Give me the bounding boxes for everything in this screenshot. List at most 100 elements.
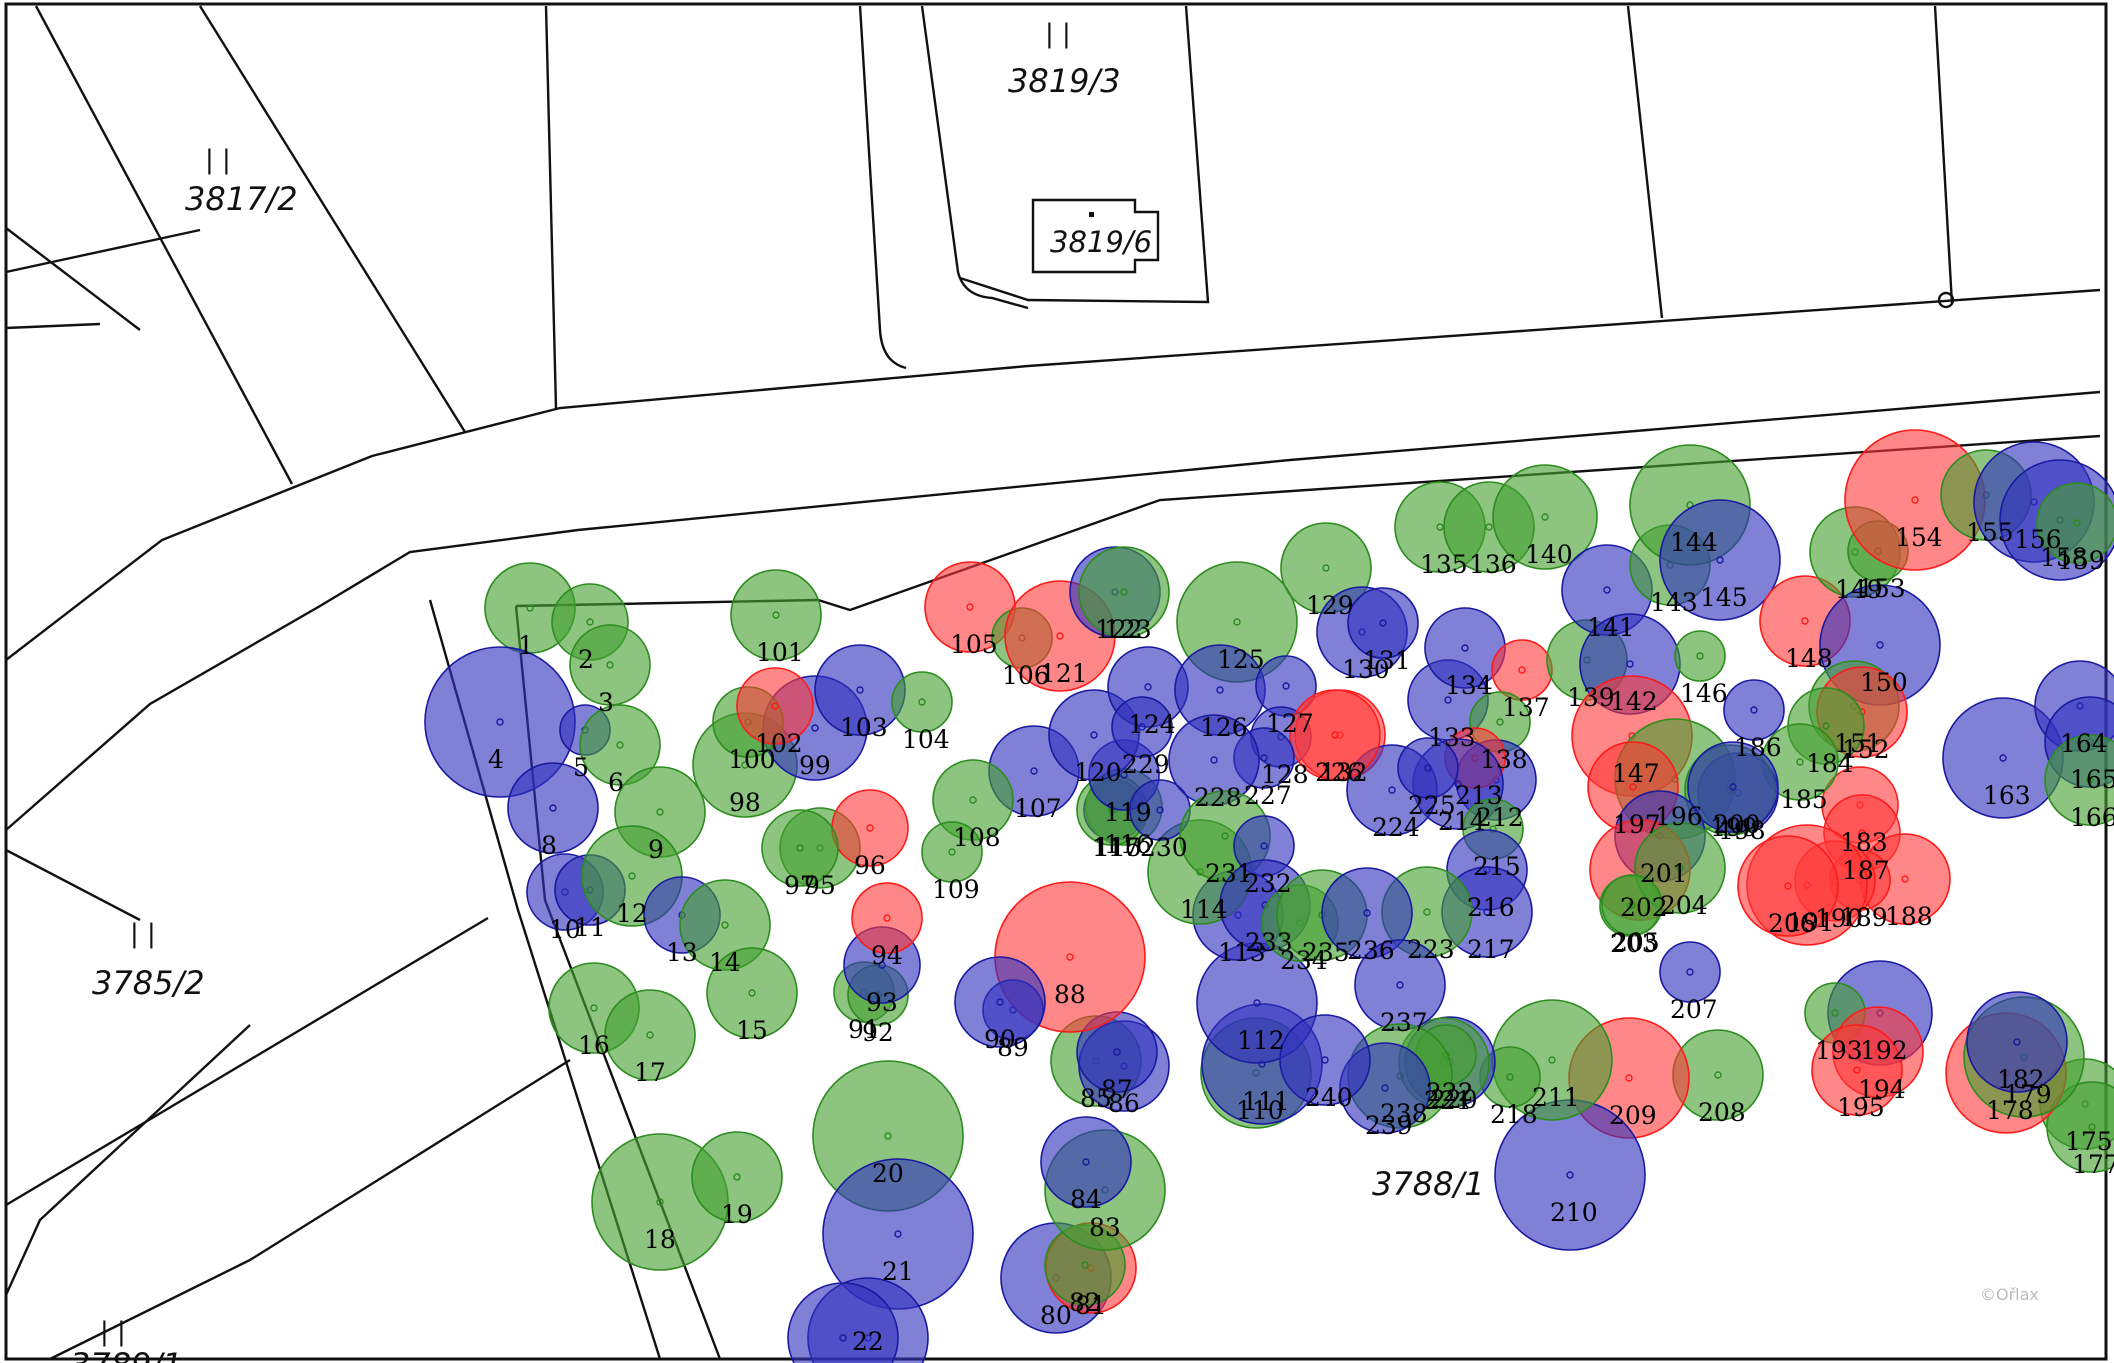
tree-crown[interactable] <box>1347 587 1419 659</box>
tree-number-label: 132 <box>1320 758 1368 787</box>
tree-canopy[interactable] <box>1966 991 2068 1093</box>
tree-number-label: 164 <box>2060 729 2108 758</box>
tree-canopy[interactable] <box>1397 737 1459 799</box>
parcel-label[interactable]: 3819/3 <box>1008 62 1121 100</box>
tree-point <box>1629 783 1637 791</box>
tree-crown[interactable] <box>1674 630 1726 682</box>
tree-crown[interactable] <box>2044 734 2114 826</box>
tree-canopy[interactable] <box>921 821 983 883</box>
tree-canopy[interactable] <box>2046 1081 2114 1173</box>
tree-crown[interactable] <box>1289 689 1381 781</box>
tree-canopy[interactable] <box>736 667 814 745</box>
tree-number-label: 21 <box>882 1257 914 1286</box>
tree-crown[interactable] <box>691 1131 783 1223</box>
tree-crown[interactable] <box>1492 464 1598 570</box>
tree-point <box>721 921 729 929</box>
tree-canopy[interactable] <box>569 624 651 706</box>
tree-canopy[interactable] <box>1279 1014 1371 1106</box>
tree-number-label: 85 <box>1080 1084 1112 1113</box>
tree-crown[interactable] <box>1078 546 1170 638</box>
building-outline[interactable] <box>1031 198 1160 274</box>
tree-point <box>586 618 594 626</box>
parcel-label[interactable]: 3789/1 <box>70 1346 183 1363</box>
tree-canopy[interactable] <box>1078 546 1170 638</box>
tree-crown[interactable] <box>2046 1081 2114 1173</box>
tree-crown[interactable] <box>604 989 696 1081</box>
tree-canopy[interactable] <box>1723 679 1785 741</box>
tree-number-label: 237 <box>1380 1008 1428 1037</box>
tree-canopy[interactable] <box>706 947 798 1039</box>
tree-point <box>1056 632 1064 640</box>
tree-canopy[interactable] <box>1659 499 1781 621</box>
tree-crown[interactable] <box>921 821 983 883</box>
tree-canopy[interactable] <box>851 882 923 954</box>
tree-crown[interactable] <box>1659 941 1721 1003</box>
tree-crown[interactable] <box>1397 737 1459 799</box>
tree-crown[interactable] <box>1723 679 1785 741</box>
tree-canopy[interactable] <box>787 1282 899 1363</box>
tree-crown[interactable] <box>2036 482 2114 564</box>
tree-number-label: 124 <box>1128 710 1176 739</box>
tree-crown[interactable] <box>1659 499 1781 621</box>
tree-point <box>1381 1084 1389 1092</box>
tree-canopy[interactable] <box>1687 741 1779 833</box>
tree-number-label: 135 <box>1420 550 1468 579</box>
tree-number-label: 228 <box>1194 783 1242 812</box>
tree-number-label: 96 <box>854 851 886 880</box>
tree-crown[interactable] <box>1687 741 1779 833</box>
tree-canopy[interactable] <box>2044 734 2114 826</box>
tree-canopy[interactable] <box>1492 464 1598 570</box>
tree-crown[interactable] <box>569 624 651 706</box>
tree-canopy[interactable] <box>954 956 1046 1048</box>
tree-number-label: 108 <box>953 823 1001 852</box>
tree-canopy[interactable] <box>730 569 822 661</box>
tree-crown[interactable] <box>1811 1024 1903 1116</box>
tree-canopy[interactable] <box>691 1131 783 1223</box>
tree-number-label: 2 <box>578 645 594 674</box>
tree-canopy[interactable] <box>761 809 839 887</box>
tree-crown[interactable] <box>761 809 839 887</box>
tree-crown[interactable] <box>1111 696 1173 758</box>
tree-canopy[interactable] <box>1674 630 1726 682</box>
tree-canopy[interactable] <box>1491 639 1553 701</box>
tree-number-label: 221 <box>1424 1086 1472 1115</box>
tree-canopy[interactable] <box>1811 1024 1903 1116</box>
tree-crown[interactable] <box>954 956 1046 1048</box>
tree-canopy[interactable] <box>1737 835 1839 937</box>
tree-crown[interactable] <box>787 1282 899 1363</box>
tree-canopy[interactable] <box>1111 696 1173 758</box>
tree-crown[interactable] <box>579 704 661 786</box>
parcel-label[interactable]: 3819/6 <box>1050 225 1152 259</box>
tree-crown[interactable] <box>507 762 599 854</box>
parcel-label[interactable]: 3817/2 <box>185 180 298 218</box>
tree-canopy[interactable] <box>579 704 661 786</box>
tree-crown[interactable] <box>891 671 953 733</box>
tree-number-label: 134 <box>1445 671 1493 700</box>
tree-crown[interactable] <box>1601 874 1663 936</box>
tree-crown[interactable] <box>706 947 798 1039</box>
tree-canopy[interactable] <box>1040 1116 1132 1208</box>
tree-crown[interactable] <box>736 667 814 745</box>
tree-crown[interactable] <box>1966 991 2068 1093</box>
tree-canopy[interactable] <box>2036 482 2114 564</box>
tree-canopy[interactable] <box>1601 874 1663 936</box>
tree-canopy[interactable] <box>891 671 953 733</box>
tree-crown[interactable] <box>1737 835 1839 937</box>
tree-crown[interactable] <box>1040 1116 1132 1208</box>
tree-crown[interactable] <box>851 882 923 954</box>
tree-point <box>496 718 504 726</box>
parcel-label[interactable]: 3788/1 <box>1372 1165 1485 1203</box>
tree-canopy[interactable] <box>604 989 696 1081</box>
tree-point <box>1066 953 1074 961</box>
tree-crown[interactable] <box>1491 639 1553 701</box>
tree-canopy[interactable] <box>1289 689 1381 781</box>
parcel-label[interactable]: 3785/2 <box>92 964 205 1002</box>
tree-point <box>2086 776 2094 784</box>
tree-canopy[interactable] <box>507 762 599 854</box>
tree-crown[interactable] <box>1279 1014 1371 1106</box>
tree-crown[interactable] <box>730 569 822 661</box>
tree-canopy[interactable] <box>1659 941 1721 1003</box>
tree-canopy[interactable] <box>1347 587 1419 659</box>
